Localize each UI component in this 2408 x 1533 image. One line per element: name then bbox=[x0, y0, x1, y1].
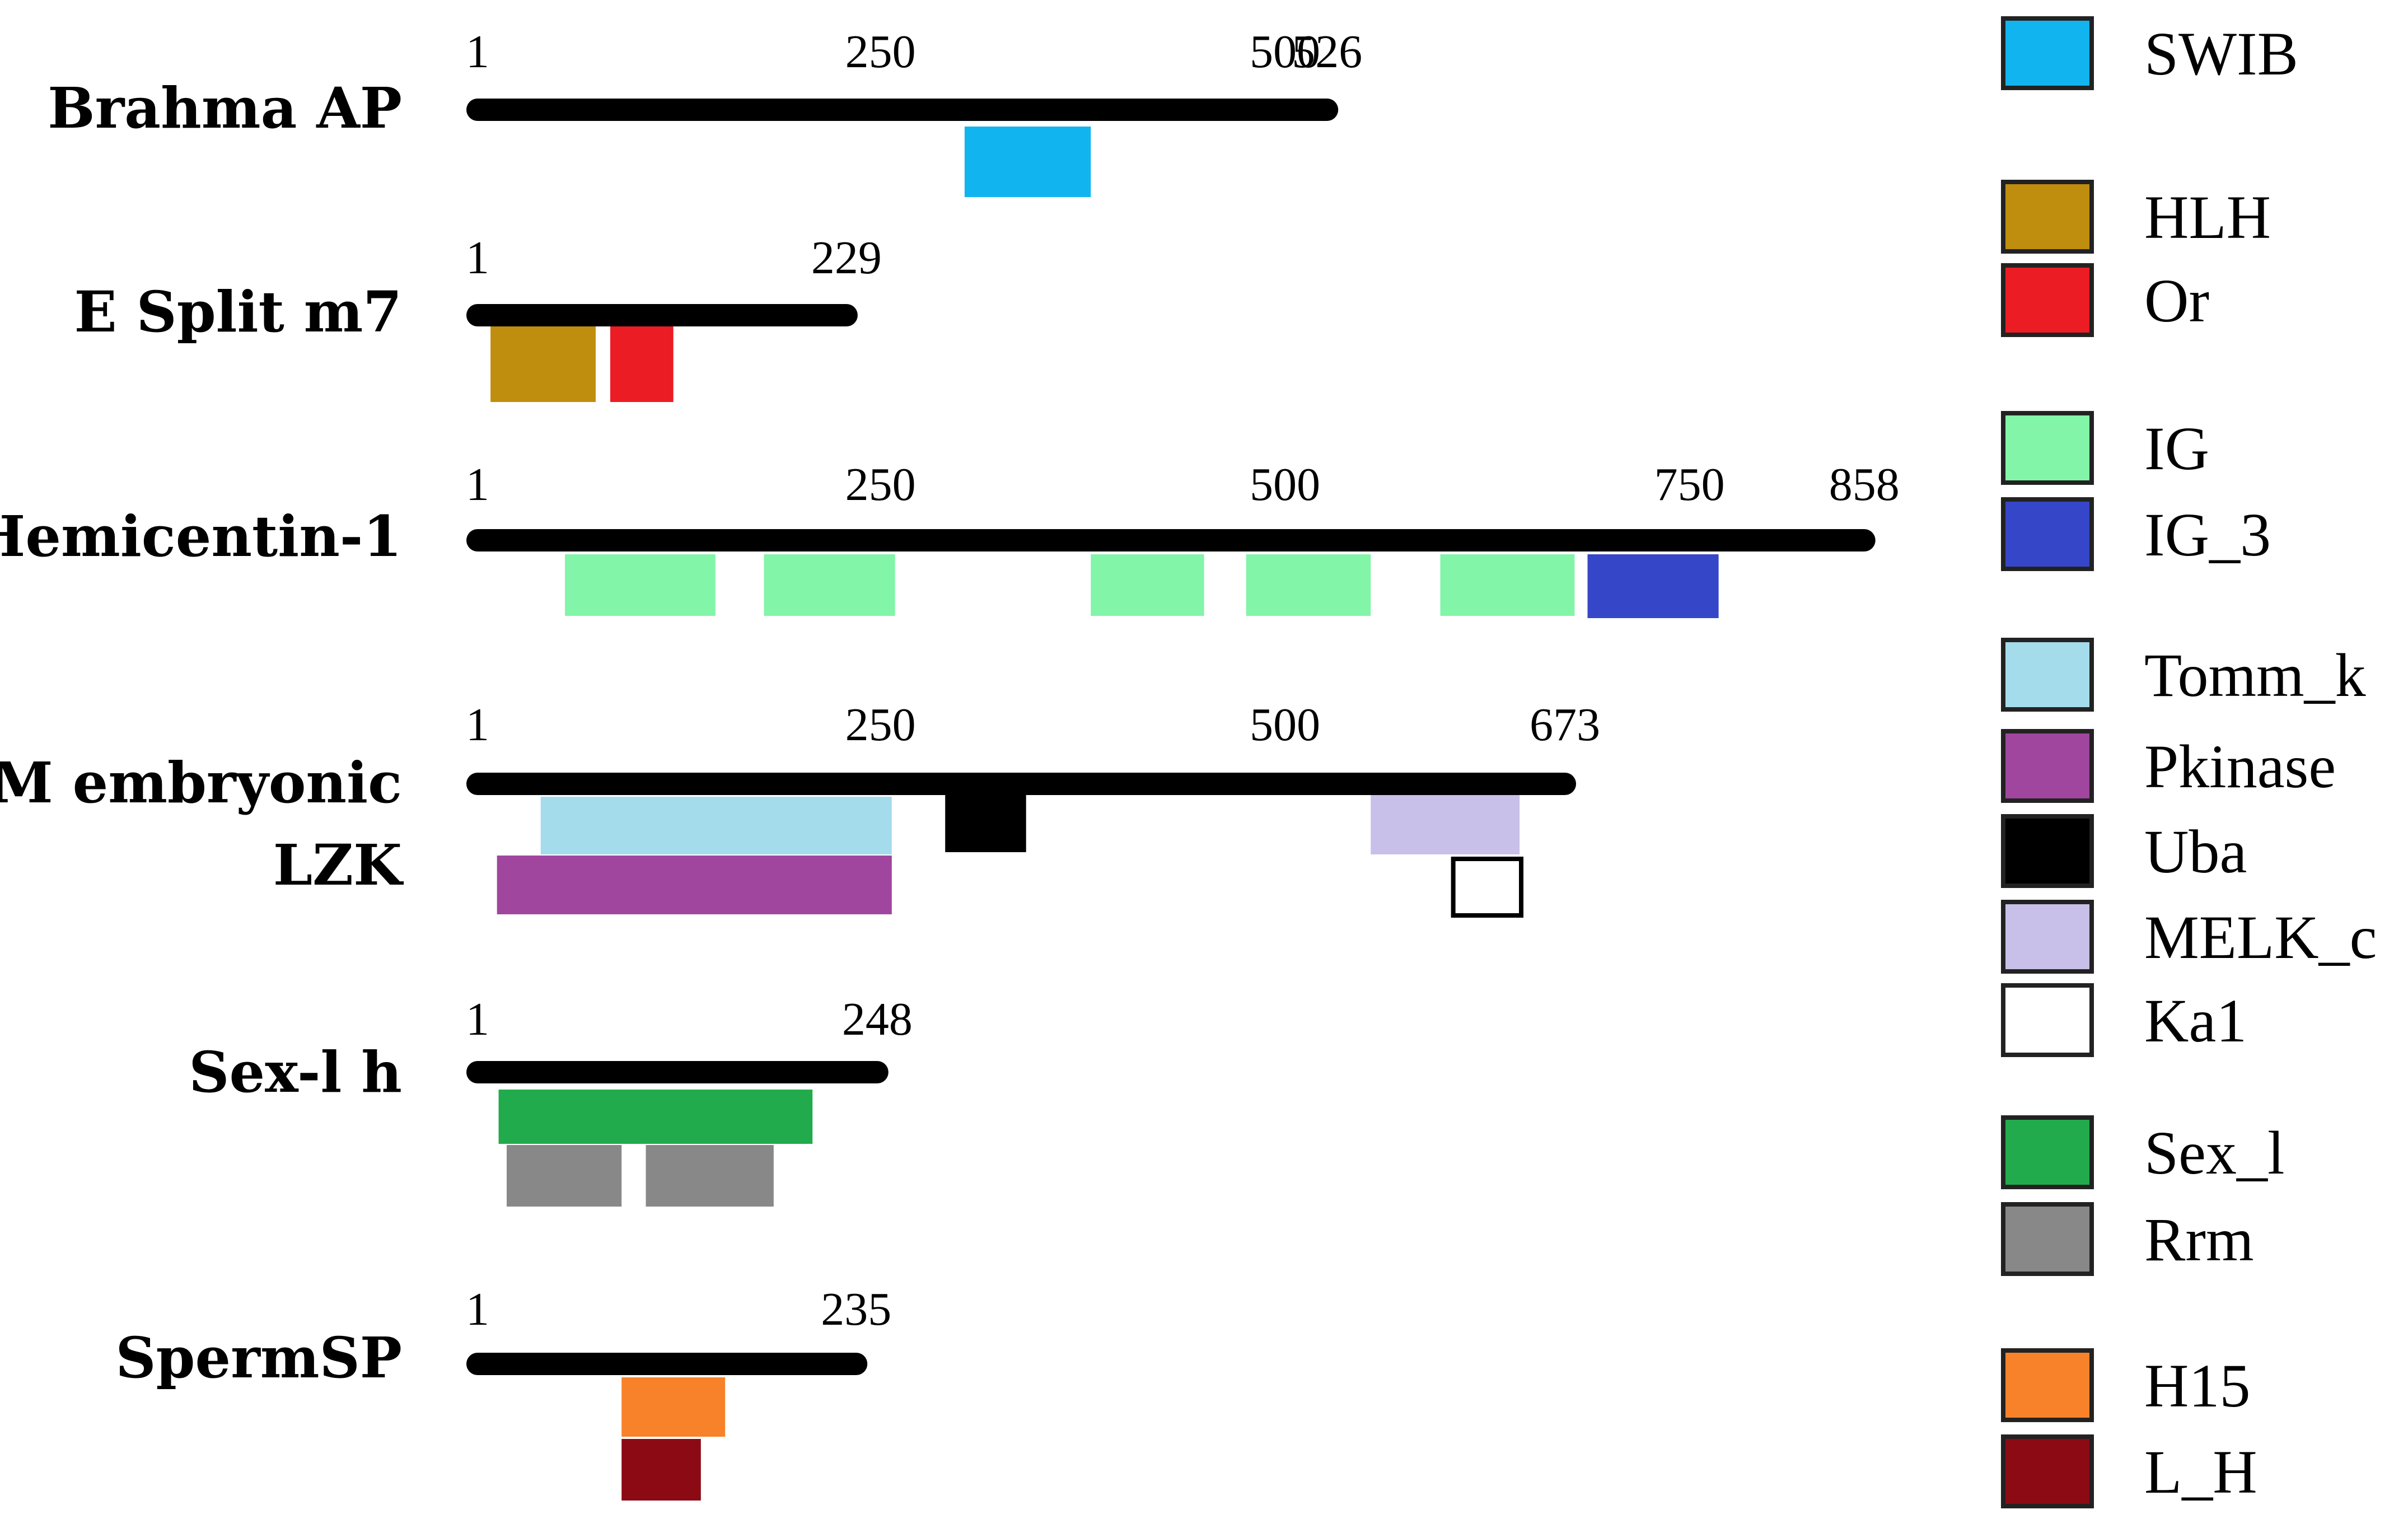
legend-label: Pkinase bbox=[2144, 732, 2336, 801]
legend-swatch-uba bbox=[2001, 814, 2094, 888]
protein-name: LZK bbox=[273, 832, 404, 898]
legend-label: L_H bbox=[2144, 1438, 2257, 1506]
protein-spermsp: SpermSP 1 235 bbox=[115, 1283, 891, 1501]
domain-uba bbox=[945, 792, 1026, 852]
legend-label: IG bbox=[2144, 414, 2209, 483]
domain-rrm bbox=[507, 1145, 622, 1207]
legend-swatch-swib bbox=[2001, 16, 2094, 90]
domain-ig-3 bbox=[1587, 554, 1719, 618]
legend-swatch-ig bbox=[2001, 411, 2094, 485]
tick-label: 500 bbox=[1250, 26, 1320, 78]
legend-swatch-or bbox=[2001, 263, 2094, 337]
tick-label: 1 bbox=[466, 232, 489, 284]
legend-label: H15 bbox=[2144, 1352, 2250, 1420]
domain-sex-l bbox=[498, 1090, 813, 1144]
legend-label: Uba bbox=[2144, 817, 2247, 886]
legend-label: Tomm_k bbox=[2144, 641, 2366, 709]
legend-label: HLH bbox=[2144, 183, 2271, 251]
legend-swatch-sex-l bbox=[2001, 1115, 2094, 1189]
protein-name: Brahma AP bbox=[48, 75, 402, 141]
tick-label: 250 bbox=[845, 26, 916, 78]
tick-label: 250 bbox=[845, 459, 916, 511]
legend-swatch-l-h bbox=[2001, 1434, 2094, 1508]
domain-or bbox=[610, 326, 674, 402]
tick-label: 750 bbox=[1654, 459, 1725, 511]
tick-label: 1 bbox=[466, 26, 489, 78]
domain-h15 bbox=[621, 1377, 726, 1437]
tick-label: 250 bbox=[845, 699, 916, 751]
domain-swib bbox=[964, 127, 1091, 197]
tick-label: 526 bbox=[1292, 26, 1362, 78]
domain-ig bbox=[764, 554, 895, 616]
legend-swatch-rrm bbox=[2001, 1202, 2094, 1276]
domain-l-h bbox=[621, 1439, 701, 1501]
domain-ig bbox=[1440, 554, 1575, 616]
legend: SWIB HLH Or IG IG_3 Tomm_k Pkinase Uba MELK_c Ka1… bbox=[2001, 16, 2377, 1508]
domain-ka1 bbox=[1451, 857, 1524, 918]
domain-ig bbox=[565, 554, 716, 616]
tick-label: 1 bbox=[466, 699, 489, 751]
protein-name: Sex-l h bbox=[189, 1039, 402, 1105]
legend-swatch-ka1 bbox=[2001, 983, 2094, 1057]
legend-swatch-tomm-k bbox=[2001, 638, 2094, 712]
protein-name: M embryonic bbox=[0, 750, 402, 816]
domain-ig bbox=[1091, 554, 1204, 616]
protein-name: E Split m7 bbox=[74, 279, 402, 345]
legend-label: IG_3 bbox=[2144, 501, 2271, 569]
legend-label: Rrm bbox=[2144, 1205, 2254, 1274]
domain-pkinase bbox=[497, 856, 892, 914]
tick-label: 1 bbox=[466, 1283, 489, 1335]
protein-m-embryonic-lzk: M embryonic LZK 1 250 500 673 bbox=[0, 699, 1600, 918]
domain-melk-c bbox=[1371, 794, 1520, 854]
domain-tomm-k bbox=[540, 797, 892, 854]
domain-rrm bbox=[646, 1145, 774, 1207]
tick-label: 1 bbox=[466, 459, 489, 511]
tick-label: 858 bbox=[1829, 459, 1900, 511]
legend-label: Sex_l bbox=[2144, 1119, 2285, 1187]
protein-name: Hemicentin-1 bbox=[0, 503, 402, 569]
tick-label: 500 bbox=[1250, 459, 1320, 511]
legend-label: Or bbox=[2144, 267, 2209, 335]
legend-label: Ka1 bbox=[2144, 987, 2247, 1055]
legend-swatch-pkinase bbox=[2001, 729, 2094, 803]
legend-label: MELK_c bbox=[2144, 903, 2377, 971]
protein-e-split-m7: E Split m7 1 229 bbox=[74, 232, 882, 402]
legend-label: SWIB bbox=[2144, 20, 2298, 88]
tick-label: 248 bbox=[842, 993, 913, 1045]
legend-swatch-h15 bbox=[2001, 1348, 2094, 1422]
legend-swatch-melk-c bbox=[2001, 900, 2094, 974]
legend-swatch-ig-3 bbox=[2001, 497, 2094, 571]
tick-label: 229 bbox=[811, 232, 882, 284]
tick-label: 235 bbox=[821, 1283, 891, 1335]
domain-hlh bbox=[490, 326, 596, 402]
protein-sex-l-h: Sex-l h 1 248 bbox=[189, 993, 913, 1207]
protein-hemicentin-1: Hemicentin-1 1 250 500 750 858 bbox=[0, 459, 1900, 618]
protein-name: SpermSP bbox=[115, 1325, 402, 1391]
tick-label: 500 bbox=[1250, 699, 1320, 751]
domain-ig bbox=[1246, 554, 1371, 616]
tick-label: 673 bbox=[1530, 699, 1600, 751]
tick-label: 1 bbox=[466, 993, 489, 1045]
legend-swatch-hlh bbox=[2001, 180, 2094, 254]
